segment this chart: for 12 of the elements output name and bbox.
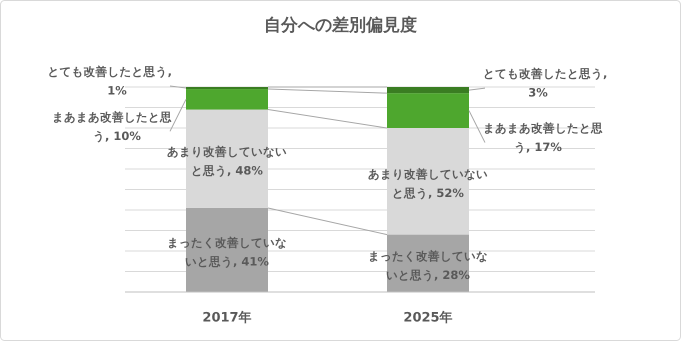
data-label: とても改善したと思う, 3% — [483, 66, 608, 100]
chart-title: 自分への差別偏見度 — [264, 16, 417, 36]
data-label: まあまあ改善したと思う, 10% — [52, 110, 172, 143]
x-tick-label: 2025年 — [403, 310, 453, 326]
data-label: とても改善したと思う, 1% — [48, 64, 172, 98]
bar — [387, 87, 469, 94]
data-label: まあまあ改善したと思う, 17% — [483, 121, 603, 154]
bar — [387, 93, 469, 128]
bar — [186, 89, 268, 110]
data-label: あまり改善していないと思う, 48% — [167, 144, 287, 178]
data-label: あまり改善していないと思う, 52% — [368, 166, 488, 200]
x-tick-label: 2017年 — [202, 310, 252, 326]
